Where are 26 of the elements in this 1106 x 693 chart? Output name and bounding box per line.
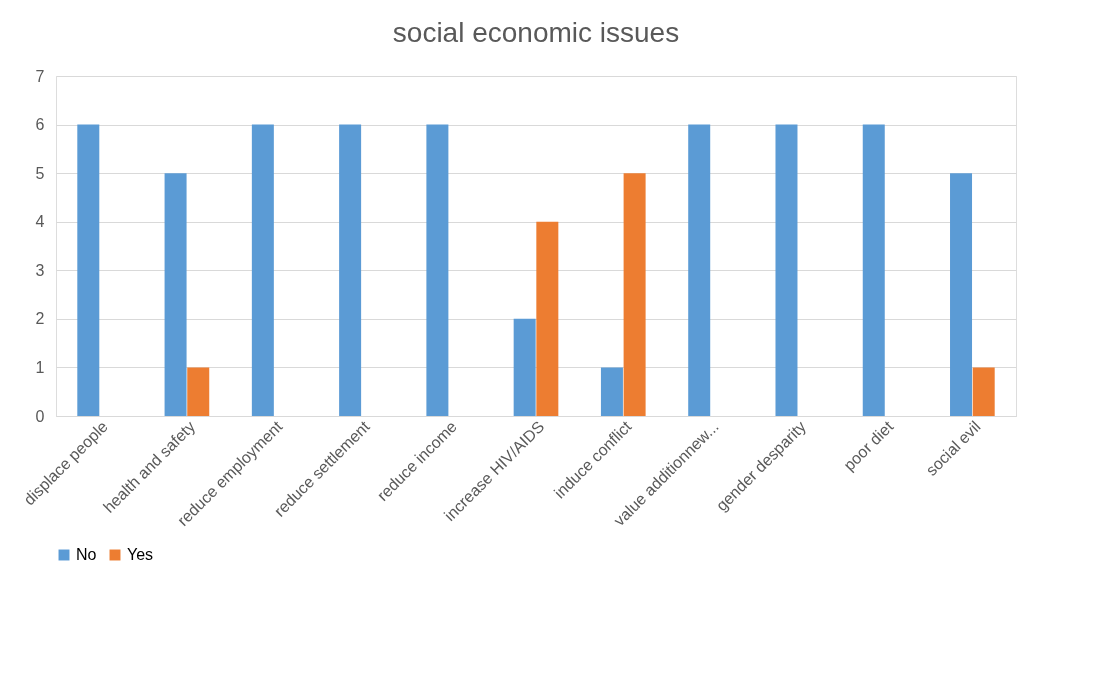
bar <box>339 124 362 416</box>
bar <box>164 173 187 416</box>
bar <box>972 367 995 416</box>
y-tick-label: 1 <box>35 358 45 376</box>
y-tick-label: 6 <box>35 116 45 134</box>
bar <box>251 124 274 416</box>
y-tick-label: 0 <box>35 407 45 425</box>
bar <box>426 124 449 416</box>
chart-title: social economic issues <box>392 17 680 48</box>
y-tick-label: 4 <box>35 213 45 231</box>
bar <box>775 124 798 416</box>
bar <box>623 173 646 416</box>
bar <box>513 318 536 416</box>
bar <box>77 124 100 416</box>
y-tick-label: 5 <box>35 164 45 182</box>
bar <box>862 124 885 416</box>
bar <box>600 367 623 416</box>
y-tick-label: 7 <box>35 67 45 85</box>
legend-label: Yes <box>127 546 154 563</box>
y-tick-label: 3 <box>35 261 45 279</box>
bar <box>950 173 973 416</box>
y-tick-label: 2 <box>35 310 45 328</box>
bar <box>187 367 210 416</box>
bar <box>536 221 559 416</box>
legend-label: No <box>76 546 97 563</box>
bar <box>688 124 711 416</box>
